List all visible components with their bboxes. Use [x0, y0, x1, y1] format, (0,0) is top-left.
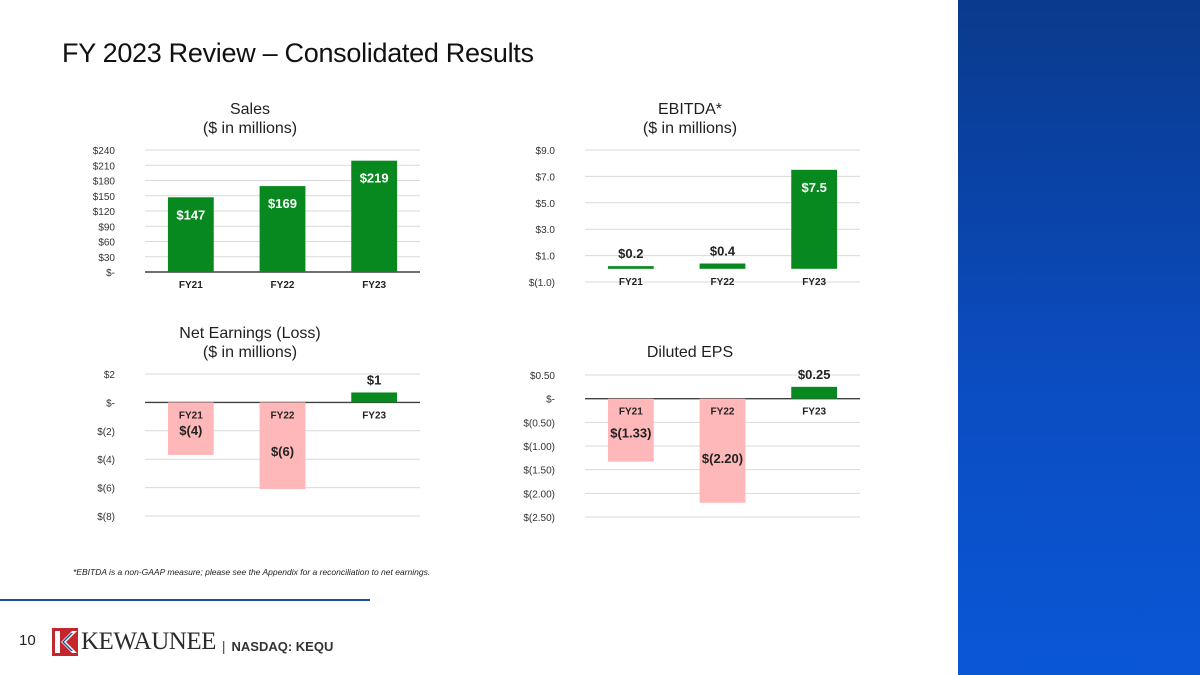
bar-fy23 — [791, 386, 838, 399]
category-label: FY21 — [179, 280, 203, 291]
net-earnings-chart-plot: $(8) $(6) $(4) $(2) $- $2 FY21 $(4) FY22 $(6) FY23… — [97, 370, 420, 523]
data-label: $7.5 — [802, 180, 827, 195]
side-accent-panel — [958, 0, 1200, 675]
category-label: FY22 — [711, 407, 735, 418]
y-tick-label: $210 — [93, 161, 116, 172]
bar-fy22 — [259, 402, 306, 490]
y-tick-label: $(1.0) — [529, 278, 555, 289]
ebitda-chart-plot: $(1.0) $1.0 $3.0 $5.0 $7.0 $9.0 FY21 $0.2 FY22 $0… — [529, 146, 860, 289]
diluted-eps-chart: Diluted EPS $(2.50) $(2.00) $(1.50) $(1.00)… — [500, 343, 880, 543]
category-label: FY23 — [362, 280, 386, 291]
bar-fy22 — [699, 263, 746, 269]
ebitda-chart-title-block: EBITDA* ($ in millions) — [500, 100, 880, 138]
company-logo: KEWAUNEE | NASDAQ: KEQU — [52, 627, 333, 657]
y-tick-label: $5.0 — [536, 199, 556, 210]
y-tick-label: $(1.00) — [523, 442, 555, 453]
sales-chart-plot: $- $30 $60 $90 $120 $150 $180 $210 $240 FY21 $147 F… — [93, 146, 420, 291]
category-label: FY23 — [362, 410, 386, 421]
data-label: $1 — [367, 372, 381, 387]
y-tick-label: $60 — [98, 238, 115, 249]
y-tick-label: $- — [106, 398, 115, 409]
ebitda-chart-subtitle: ($ in millions) — [642, 120, 738, 137]
category-label: FY21 — [179, 410, 203, 421]
kewaunee-k-logo-icon — [52, 628, 78, 656]
bar-fy21 — [607, 398, 654, 462]
data-label: $(4) — [179, 423, 202, 438]
category-label: FY22 — [711, 277, 735, 288]
y-tick-label: $(8) — [97, 512, 115, 523]
net-earnings-chart-title: Net Earnings (Loss) — [179, 325, 321, 342]
category-label: FY21 — [619, 407, 643, 418]
category-label: FY22 — [271, 280, 295, 291]
page-title: FY 2023 Review – Consolidated Results — [62, 38, 534, 68]
data-label: $(6) — [271, 444, 294, 459]
y-tick-label: $(6) — [97, 484, 115, 495]
bar-fy21 — [167, 402, 214, 455]
diluted-eps-chart-title: Diluted EPS — [646, 344, 734, 361]
y-tick-label: $150 — [93, 192, 116, 203]
y-tick-label: $1.0 — [536, 252, 556, 263]
data-label: $0.25 — [798, 367, 831, 382]
sales-chart-title: Sales — [229, 101, 271, 118]
data-label: $(2.20) — [702, 451, 743, 466]
y-tick-label: $3.0 — [536, 225, 556, 236]
y-tick-label: $9.0 — [536, 146, 556, 157]
y-tick-label: $120 — [93, 207, 116, 218]
sales-chart-title-block: Sales ($ in millions) — [60, 100, 440, 138]
y-tick-label: $(2.50) — [523, 513, 555, 524]
y-tick-label: $(2) — [97, 427, 115, 438]
ebitda-footnote: *EBITDA is a non-GAAP measure; please se… — [73, 567, 431, 577]
y-tick-label: $(4) — [97, 455, 115, 466]
data-label: $(1.33) — [610, 426, 651, 441]
data-label: $219 — [360, 171, 389, 186]
bar-fy21 — [607, 266, 654, 269]
ticker-separator: | — [221, 638, 226, 654]
y-tick-label: $0.50 — [530, 371, 555, 382]
bar-fy23 — [791, 169, 838, 269]
y-tick-label: $(0.50) — [523, 418, 555, 429]
ticker-symbol: NASDAQ: KEQU — [231, 638, 334, 654]
ebitda-chart-title: EBITDA* — [657, 101, 722, 118]
y-tick-label: $(1.50) — [523, 466, 555, 477]
y-tick-label: $180 — [93, 177, 116, 188]
bar-fy21 — [167, 197, 214, 272]
bar-fy22 — [259, 186, 306, 272]
bar-fy23 — [351, 392, 398, 403]
data-label: $147 — [176, 207, 205, 222]
bar-fy23 — [351, 160, 398, 272]
category-label: FY22 — [271, 410, 295, 421]
net-earnings-chart: Net Earnings (Loss) ($ in millions) $(8)… — [60, 324, 440, 544]
footer-rule — [0, 599, 370, 601]
sales-chart: Sales ($ in millions) $- $30 $60 $90 $120 $15… — [60, 100, 440, 300]
y-tick-label: $(2.00) — [523, 489, 555, 500]
y-tick-label: $2 — [104, 370, 116, 381]
data-label: $0.4 — [710, 244, 736, 259]
category-label: FY23 — [802, 277, 826, 288]
ebitda-chart: EBITDA* ($ in millions) $(1.0) $1.0 $3.0 $5… — [500, 100, 880, 310]
data-label: $0.2 — [618, 246, 643, 261]
y-tick-label: $7.0 — [536, 172, 556, 183]
y-tick-label: $- — [546, 395, 555, 406]
sales-chart-subtitle: ($ in millions) — [202, 120, 298, 137]
bar-fy22 — [699, 398, 746, 503]
page-number: 10 — [19, 632, 36, 649]
diluted-eps-chart-title-block: Diluted EPS — [500, 343, 880, 362]
net-earnings-chart-title-block: Net Earnings (Loss) ($ in millions) — [60, 324, 440, 362]
y-tick-label: $240 — [93, 146, 116, 157]
y-tick-label: $30 — [98, 253, 115, 264]
y-tick-label: $90 — [98, 222, 115, 233]
category-label: FY21 — [619, 277, 643, 288]
diluted-eps-chart-plot: $(2.50) $(2.00) $(1.50) $(1.00) $(0.50) $- $0.… — [523, 367, 860, 524]
net-earnings-chart-subtitle: ($ in millions) — [202, 344, 298, 361]
data-label: $169 — [268, 196, 297, 211]
y-tick-label: $- — [106, 268, 115, 279]
company-wordmark: KEWAUNEE — [81, 628, 216, 655]
category-label: FY23 — [802, 407, 826, 418]
